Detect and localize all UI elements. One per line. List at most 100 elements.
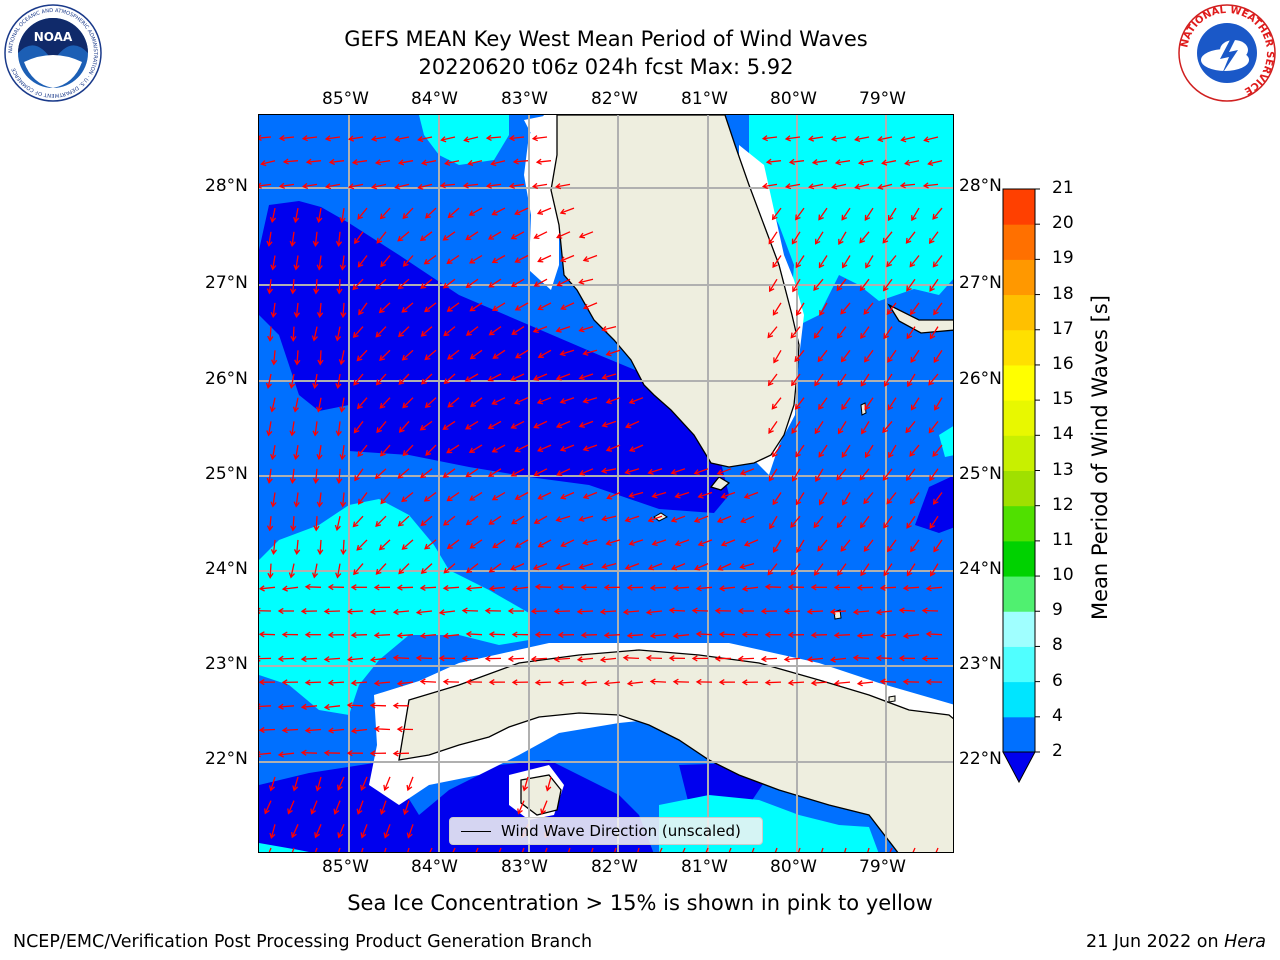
wind-wave-vector-head: [288, 572, 295, 579]
wind-wave-vector-head: [383, 832, 390, 839]
wind-wave-vector: [933, 539, 943, 552]
wind-wave-vector-head: [392, 702, 399, 709]
wind-wave-vector: [929, 326, 939, 339]
wind-wave-vector: [314, 468, 318, 483]
wind-wave-vector: [817, 349, 828, 362]
wind-wave-vector: [763, 136, 778, 140]
wind-wave-vector: [440, 610, 456, 614]
wind-wave-vector: [318, 492, 322, 507]
wind-wave-vector-head: [369, 656, 376, 663]
wind-wave-vector: [402, 397, 414, 408]
wind-wave-vector: [421, 634, 437, 637]
wind-wave-vector-head: [383, 784, 390, 792]
wind-wave-vector-head: [790, 332, 797, 339]
wind-wave-vector-head: [336, 478, 343, 485]
wind-wave-vector-head: [760, 608, 767, 615]
wind-wave-vector-head: [898, 655, 905, 662]
wind-wave-vector: [583, 349, 598, 355]
wind-wave-vector-head: [333, 808, 340, 815]
wind-wave-vector-head: [928, 379, 934, 386]
wind-wave-vector: [556, 325, 571, 332]
colorbar-tick-label: 10: [1052, 565, 1074, 586]
wind-wave-vector-head: [764, 583, 771, 591]
wind-wave-vector-head: [578, 422, 585, 428]
wind-wave-vector: [557, 278, 571, 286]
wind-wave-vector: [811, 634, 828, 636]
map-legend: Wind Wave Direction (unscaled): [449, 817, 763, 845]
wind-wave-vector: [313, 326, 318, 341]
wind-wave-vector-head: [877, 183, 884, 190]
wind-wave-vector-head: [350, 679, 357, 687]
wind-wave-vector-head: [559, 445, 567, 452]
wind-wave-vector-head: [396, 680, 403, 687]
wind-wave-vector: [514, 397, 529, 404]
wind-wave-vector: [814, 421, 824, 434]
wind-wave-vector-head: [787, 583, 794, 591]
wind-wave-vector-head: [555, 563, 562, 570]
wind-wave-vector-head: [468, 447, 475, 453]
wind-wave-vector: [487, 183, 502, 187]
colorbar-under-triangle: [1002, 751, 1036, 784]
wind-wave-vector-head: [905, 475, 912, 482]
wind-wave-vector-head: [327, 583, 334, 591]
wind-wave-vector-head: [622, 608, 629, 616]
wind-wave-vector-head: [857, 159, 865, 166]
wind-wave-vector: [417, 610, 433, 614]
wind-wave-vector-head: [672, 678, 679, 685]
wind-wave-vector: [268, 468, 272, 483]
wind-wave-vector: [301, 657, 318, 660]
wind-wave-vector: [342, 539, 345, 554]
wind-wave-vector-head: [668, 655, 675, 662]
wind-wave-vector-head: [841, 451, 848, 458]
wind-wave-vector-head: [836, 332, 843, 339]
wind-wave-vector: [906, 468, 916, 481]
wind-wave-vector: [370, 610, 387, 613]
wind-wave-vector: [511, 231, 525, 240]
wind-wave-vector: [443, 586, 460, 589]
wind-wave-vector-head: [852, 654, 859, 662]
wind-wave-vector-head: [603, 584, 610, 591]
wind-wave-vector-head: [625, 422, 632, 429]
wind-wave-vector: [556, 420, 571, 428]
wind-wave-vector-head: [315, 406, 323, 413]
wind-wave-vector-head: [603, 632, 610, 639]
wind-wave-vector-head: [517, 808, 523, 815]
wind-wave-vector: [601, 657, 617, 661]
wind-wave-vector: [694, 515, 709, 523]
lat-label-right: 25°N: [959, 464, 1002, 484]
wind-wave-vector-head: [882, 427, 889, 434]
wind-wave-vector-head: [545, 785, 552, 792]
wind-wave-vector: [291, 421, 295, 436]
wind-wave-vector: [882, 231, 893, 244]
wind-wave-vector-head: [351, 158, 358, 166]
wind-wave-vector-head: [840, 545, 847, 552]
wind-wave-vector-head: [420, 568, 427, 574]
lat-label-left: 28°N: [205, 176, 248, 196]
wind-wave-vector-head: [281, 727, 288, 734]
wind-wave-vector: [397, 468, 410, 479]
wind-wave-vector: [790, 515, 801, 528]
wind-wave-vector: [376, 160, 391, 164]
wind-wave-vector: [815, 231, 824, 245]
colorbar-tick-label: 15: [1052, 389, 1074, 410]
wind-wave-vector-head: [269, 832, 276, 840]
wind-wave-vector-head: [836, 285, 843, 292]
wind-wave-vector: [376, 231, 387, 244]
wind-wave-vector-head: [925, 631, 932, 638]
wind-wave-vector-head: [339, 264, 347, 271]
wind-wave-vector-head: [859, 237, 866, 244]
wind-wave-vector: [933, 302, 943, 315]
wind-wave-vector-head: [354, 475, 360, 482]
wind-wave-vector: [282, 728, 299, 732]
wind-wave-vector-head: [580, 679, 587, 687]
wind-wave-vector-head: [311, 572, 319, 579]
wind-wave-vector-head: [484, 655, 491, 662]
wind-wave-vector: [465, 420, 479, 430]
wind-wave-vector-head: [443, 519, 450, 526]
wind-wave-vector: [751, 847, 755, 852]
wind-wave-vector: [791, 421, 801, 434]
wind-wave-vector-head: [796, 547, 802, 554]
wind-wave-vector-head: [883, 522, 889, 529]
wind-wave-vector-head: [350, 727, 357, 734]
wind-wave-vector-head: [649, 584, 656, 591]
